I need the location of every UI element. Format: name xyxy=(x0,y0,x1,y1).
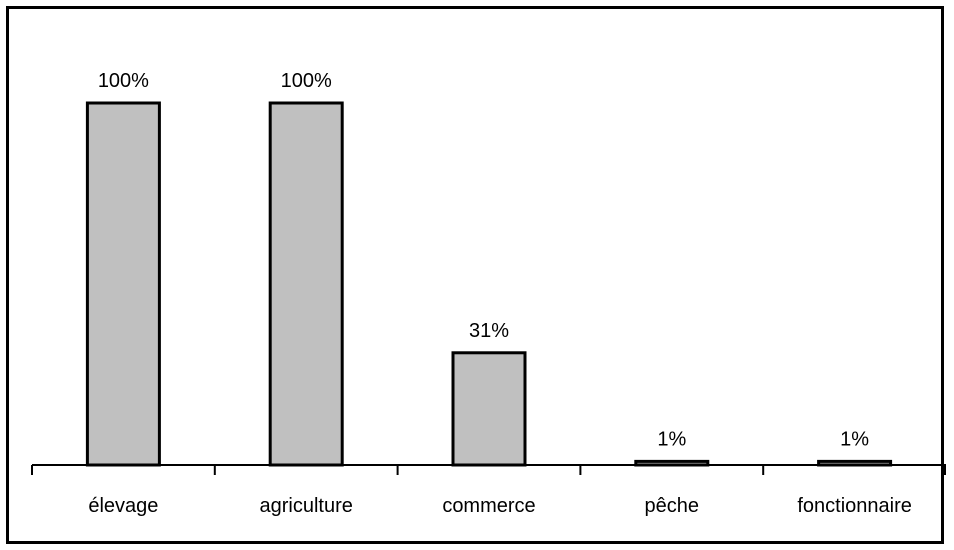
bar-1 xyxy=(268,101,344,467)
bars-group xyxy=(85,101,893,467)
data-label-2: 31% xyxy=(469,320,509,342)
bar-0 xyxy=(85,101,161,467)
category-label-1: agriculture xyxy=(260,495,353,517)
x-axis xyxy=(31,464,946,475)
data-label-4: 1% xyxy=(840,428,869,450)
data-label-1: 100% xyxy=(281,70,332,92)
data-labels-group: 100% 100% 31% 1% 1% xyxy=(98,70,869,450)
bar-2 xyxy=(451,351,527,467)
category-label-3: pêche xyxy=(645,495,700,517)
category-label-2: commerce xyxy=(442,495,535,517)
category-labels-group: élevage agriculture commerce pêche fonctionn… xyxy=(88,495,911,517)
data-label-3: 1% xyxy=(657,428,686,450)
category-label-4: fonctionnaire xyxy=(797,495,912,517)
data-label-0: 100% xyxy=(98,70,149,92)
category-label-0: élevage xyxy=(88,495,158,517)
